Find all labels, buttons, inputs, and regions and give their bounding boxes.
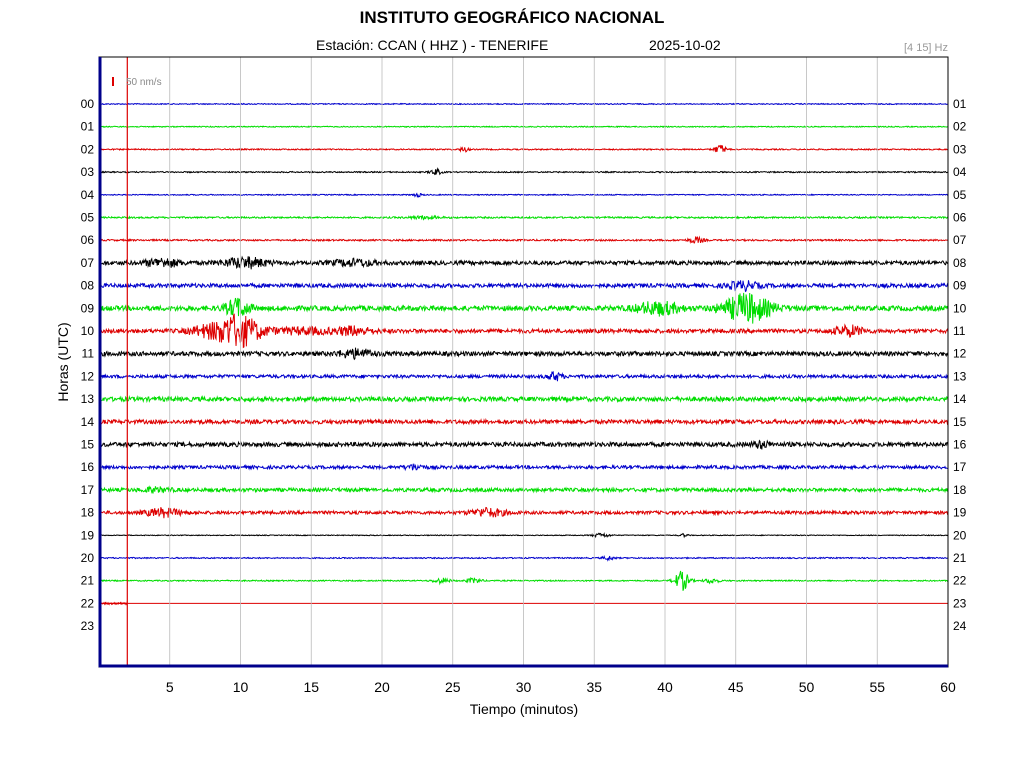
hour-label-left: 02: [81, 142, 95, 156]
hour-label-left: 10: [81, 324, 95, 338]
hour-label-right: 12: [953, 347, 967, 361]
trace-hour-22: [98, 601, 128, 606]
hour-label-right: 05: [953, 188, 967, 202]
hour-label-left: 12: [81, 369, 95, 383]
x-tick-label: 15: [303, 679, 319, 695]
hour-label-left: 06: [81, 233, 95, 247]
hour-label-left: 20: [81, 551, 95, 565]
grid-group: [169, 57, 878, 666]
hour-label-right: 04: [953, 165, 967, 179]
hour-label-right: 24: [953, 619, 967, 633]
hour-label-left: 14: [81, 415, 95, 429]
hour-label-left: 21: [81, 574, 95, 588]
hour-label-right: 01: [953, 97, 967, 111]
x-tick-label: 60: [940, 679, 956, 695]
hour-label-left: 03: [81, 165, 95, 179]
hour-label-left: 05: [81, 211, 95, 225]
hour-label-right: 11: [953, 324, 966, 338]
hour-label-right: 02: [953, 120, 967, 134]
filter-band-label: [4 15] Hz: [903, 42, 948, 54]
x-tick-label: 35: [586, 679, 602, 695]
hour-label-left: 18: [81, 506, 95, 520]
x-tick-label: 10: [233, 679, 249, 695]
hour-label-right: 03: [953, 142, 967, 156]
hour-label-left: 17: [81, 483, 95, 497]
hour-label-left: 01: [81, 120, 95, 134]
hour-label-right: 19: [953, 506, 967, 520]
hour-label-left: 16: [81, 460, 95, 474]
hour-label-right: 16: [953, 438, 967, 452]
x-tick-label: 25: [445, 679, 461, 695]
hour-label-left: 08: [81, 279, 95, 293]
hour-label-right: 13: [953, 369, 967, 383]
hour-label-right: 22: [953, 574, 967, 588]
hour-label-left: 19: [81, 528, 95, 542]
hour-label-right: 23: [953, 596, 967, 610]
hour-label-left: 15: [81, 438, 95, 452]
x-tick-label: 5: [166, 679, 174, 695]
hour-label-right: 20: [953, 528, 967, 542]
x-tick-label: 45: [728, 679, 744, 695]
hour-label-right: 08: [953, 256, 967, 270]
hour-label-left: 04: [81, 188, 95, 202]
hour-label-right: 17: [953, 460, 967, 474]
date-label: 2025-10-02: [649, 37, 721, 53]
x-tick-label: 55: [869, 679, 885, 695]
hour-label-left: 09: [81, 301, 95, 315]
y-axis-title: Horas (UTC): [55, 322, 71, 401]
hour-label-left: 23: [81, 619, 95, 633]
hour-label-left: 13: [81, 392, 95, 406]
x-tick-label: 30: [516, 679, 532, 695]
hour-label-left: 11: [82, 347, 95, 361]
hour-label-right: 07: [953, 233, 967, 247]
station-label: Estación: CCAN ( HHZ ) - TENERIFE: [316, 37, 549, 53]
scale-label: 50 nm/s: [126, 77, 162, 88]
hour-label-left: 07: [81, 256, 95, 270]
hour-label-right: 09: [953, 279, 967, 293]
hour-label-right: 15: [953, 415, 967, 429]
chart-title: INSTITUTO GEOGRÁFICO NACIONAL: [359, 8, 665, 27]
hour-label-right: 10: [953, 301, 967, 315]
hour-label-right: 18: [953, 483, 967, 497]
hour-label-right: 14: [953, 392, 967, 406]
x-tick-label: 40: [657, 679, 673, 695]
hour-label-left: 22: [81, 596, 95, 610]
hour-label-right: 06: [953, 211, 967, 225]
x-tick-label: 50: [799, 679, 815, 695]
hour-label-right: 21: [953, 551, 967, 565]
x-tick-label: 20: [374, 679, 390, 695]
x-axis-title: Tiempo (minutos): [470, 701, 578, 717]
label-group: 5 10 15 20 25 30 35 40 45 50 55 60 00 01 02 03 04 05 06 07 0…: [81, 97, 967, 695]
hour-label-left: 00: [81, 97, 95, 111]
